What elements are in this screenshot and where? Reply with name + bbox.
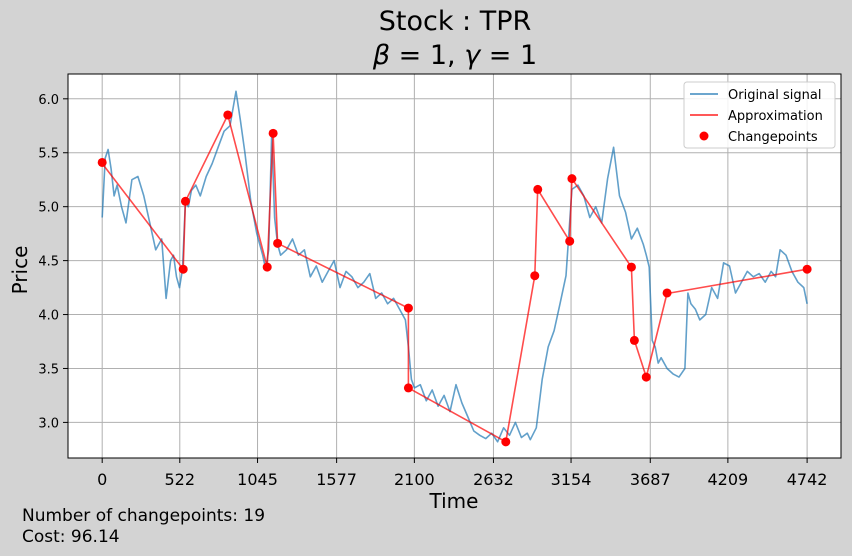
changepoint-marker xyxy=(533,184,543,194)
x-tick-label: 3687 xyxy=(630,470,671,489)
original-signal-line xyxy=(101,90,808,443)
x-axis-label: Time xyxy=(429,489,479,513)
changepoint-marker xyxy=(662,288,672,298)
y-tick-label: 6.0 xyxy=(38,93,59,108)
series-layer xyxy=(97,90,812,447)
changepoint-marker xyxy=(273,238,283,248)
axes-frame xyxy=(67,73,842,459)
x-tick-label: 4209 xyxy=(708,470,749,489)
changepoint-marker xyxy=(629,335,639,345)
y-axis-label: Price xyxy=(8,246,32,295)
x-tick-label: 4742 xyxy=(787,470,828,489)
legend-label: Changepoints xyxy=(728,130,818,145)
changepoint-marker xyxy=(178,264,188,274)
changepoint-marker xyxy=(268,128,278,138)
changepoint-marker xyxy=(530,271,540,281)
legend-label: Original signal xyxy=(728,88,821,103)
beta-value: = 1, xyxy=(390,40,465,71)
legend: Original signal Approximation Changepoints xyxy=(683,81,836,149)
changepoint-marker xyxy=(626,262,636,272)
legend-label: Approximation xyxy=(728,109,823,124)
y-tick-label: 4.5 xyxy=(38,255,59,270)
changepoint-marker xyxy=(180,196,190,206)
x-tick-label: 2632 xyxy=(473,470,514,489)
beta-symbol: β xyxy=(372,40,391,71)
changepoint-marker xyxy=(403,383,413,393)
legend-swatch xyxy=(699,131,709,141)
chart-subtitle: β = 1, γ = 1 xyxy=(0,40,852,71)
changepoint-marker xyxy=(501,437,511,447)
gamma-value: = 1 xyxy=(480,40,538,71)
changepoints-count: Number of changepoints: 19 xyxy=(22,506,266,526)
changepoint-marker xyxy=(403,303,413,313)
changepoint-marker xyxy=(565,236,575,246)
changepoint-marker xyxy=(802,264,812,274)
x-tick-label: 1577 xyxy=(316,470,357,489)
x-axis-ticks: 0 522 1045 1577 2100 2632 3154 3687 4209 4742 xyxy=(97,458,827,489)
cost-value: Cost: 96.14 xyxy=(22,527,120,547)
y-tick-label: 3.5 xyxy=(38,362,59,377)
x-tick-label: 1045 xyxy=(237,470,278,489)
legend-box xyxy=(683,81,836,149)
changepoint-marker xyxy=(641,372,651,382)
gamma-symbol: γ xyxy=(464,40,481,71)
y-tick-label: 5.5 xyxy=(38,147,59,162)
changepoint-marker xyxy=(97,157,107,167)
x-tick-label: 0 xyxy=(97,470,107,489)
changepoint-marker xyxy=(262,262,272,272)
x-tick-label: 2100 xyxy=(394,470,435,489)
changepoint-marker xyxy=(223,110,233,120)
y-tick-label: 5.0 xyxy=(38,201,59,216)
approximation-line xyxy=(101,114,808,443)
changepoint-marker xyxy=(567,174,577,184)
x-tick-label: 3154 xyxy=(551,470,592,489)
chart-title: Stock : TPR xyxy=(378,6,532,37)
x-tick-label: 522 xyxy=(165,470,196,489)
y-tick-label: 4.0 xyxy=(38,309,59,324)
y-axis-ticks: 3.0 3.5 4.0 4.5 5.0 5.5 6.0 xyxy=(38,93,68,431)
y-tick-label: 3.0 xyxy=(38,416,59,431)
